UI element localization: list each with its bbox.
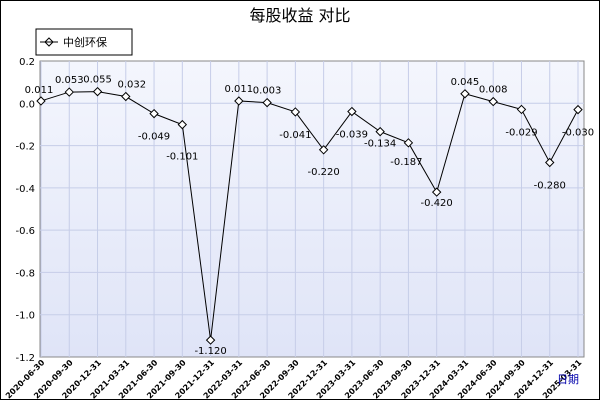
- y-tick-label: 0.2: [19, 57, 35, 68]
- data-label: -0.049: [138, 132, 170, 143]
- data-point: [516, 104, 527, 115]
- y-tick-label: -0.8: [15, 268, 35, 279]
- data-label: -0.280: [534, 180, 566, 191]
- data-point: [347, 106, 357, 117]
- data-label: 0.053: [55, 75, 84, 86]
- data-point: [177, 119, 188, 130]
- data-point: [290, 107, 301, 117]
- legend: 中创环保: [35, 28, 133, 56]
- data-label: 0.011: [225, 84, 254, 95]
- data-point: [262, 97, 272, 108]
- x-axis: 2020-06-302020-09-302020-12-312021-03-31…: [4, 358, 584, 400]
- data-label: -0.420: [421, 198, 453, 209]
- data-label: 0.011: [25, 85, 54, 96]
- y-tick-label: 0.0: [19, 99, 35, 110]
- y-axis: 0.2 0.0 -0.2 -0.4 -0.6 -0.8 -1.0 -1.2: [15, 57, 35, 364]
- data-point: [403, 138, 414, 148]
- series-layer: [36, 86, 583, 345]
- data-point: [460, 89, 470, 99]
- series-line: [40, 91, 579, 341]
- y-tick-label: -0.4: [15, 184, 35, 195]
- y-tick-label: -1.0: [15, 311, 35, 322]
- data-point: [375, 126, 385, 137]
- data-label: -0.029: [505, 127, 537, 138]
- data-label: 0.008: [479, 85, 508, 96]
- data-point: [149, 108, 159, 119]
- data-point: [488, 96, 498, 107]
- data-label: -0.039: [336, 130, 368, 141]
- data-point: [121, 91, 131, 102]
- y-tick-label: -0.2: [15, 142, 35, 153]
- chart-title: 每股收益 对比: [249, 6, 350, 25]
- data-point: [36, 96, 46, 106]
- data-point: [318, 145, 329, 155]
- data-point: [205, 335, 216, 345]
- data-point: [64, 87, 74, 97]
- data-point: [431, 187, 442, 197]
- data-label: 0.032: [117, 80, 146, 91]
- data-label: 0.045: [451, 77, 480, 88]
- data-label: -0.134: [364, 139, 396, 150]
- data-point: [545, 157, 555, 168]
- data-label: 0.055: [83, 75, 112, 86]
- data-point: [234, 96, 244, 106]
- data-label: -0.187: [390, 157, 422, 168]
- data-point: [92, 86, 103, 97]
- x-axis-label: 日期: [557, 373, 579, 386]
- data-label: -0.101: [166, 152, 198, 163]
- legend-label: 中创环保: [63, 35, 107, 49]
- data-label: -1.120: [194, 346, 226, 357]
- data-label: -0.030: [562, 128, 594, 139]
- plot-area: [39, 60, 585, 358]
- legend-marker: [44, 37, 54, 47]
- data-label: -0.041: [279, 130, 311, 141]
- y-tick-label: -1.2: [15, 353, 35, 364]
- data-point: [573, 104, 583, 115]
- data-label: 0.003: [253, 86, 282, 97]
- y-tick-label: -0.6: [15, 226, 35, 237]
- data-label: -0.220: [308, 167, 340, 178]
